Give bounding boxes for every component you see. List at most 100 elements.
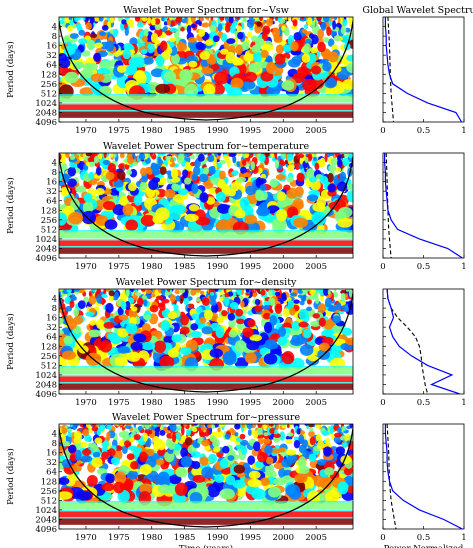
power-blob xyxy=(208,453,218,464)
power-blob xyxy=(143,299,148,307)
y-tick-label: 8 xyxy=(52,439,57,449)
power-blob xyxy=(79,87,95,97)
power-blob xyxy=(93,52,102,63)
power-blob xyxy=(225,51,236,64)
power-band xyxy=(59,240,353,247)
power-blob xyxy=(252,51,263,63)
power-blob xyxy=(154,18,161,25)
power-blob xyxy=(102,200,116,211)
power-blob xyxy=(85,311,95,317)
power-blob xyxy=(82,201,94,214)
power-blob xyxy=(287,300,295,310)
y-tick-label: 8 xyxy=(52,304,57,314)
power-blob xyxy=(340,289,347,295)
power-blob xyxy=(73,61,85,69)
power-blob xyxy=(289,289,292,293)
power-blob xyxy=(144,314,152,321)
wavelet-panel-4: Wavelet Power Spectrum for~pressure 48163… xyxy=(5,412,354,548)
power-blob xyxy=(216,203,231,214)
power-blob xyxy=(228,17,234,24)
power-blob xyxy=(290,41,299,52)
significance-line xyxy=(385,153,392,258)
x-tick-label: 2000 xyxy=(272,533,294,543)
y-tick-label: 32 xyxy=(46,458,57,468)
power-blob xyxy=(242,172,252,178)
power-blob xyxy=(191,182,199,194)
power-blob xyxy=(209,348,223,358)
power-blob xyxy=(151,177,161,183)
power-blob xyxy=(199,51,210,60)
power-blob xyxy=(99,339,113,353)
power-blob xyxy=(64,71,79,84)
power-blob xyxy=(274,159,280,169)
power-blob xyxy=(146,289,153,294)
power-blob xyxy=(203,153,208,156)
power-blob xyxy=(247,455,256,466)
power-blob xyxy=(89,320,98,326)
power-blob xyxy=(59,316,64,326)
power-band xyxy=(59,231,353,239)
power-blob xyxy=(63,335,73,345)
y-tick-label: 4 xyxy=(52,159,57,169)
power-blob xyxy=(59,19,64,25)
power-blob xyxy=(275,44,284,54)
global-x-tick-label: 1 xyxy=(461,533,466,543)
power-blob xyxy=(274,429,278,435)
power-blob xyxy=(270,153,275,158)
y-tick-label: 64 xyxy=(46,468,57,478)
power-blob xyxy=(169,37,176,43)
power-blob xyxy=(254,304,263,313)
power-blob xyxy=(154,340,167,353)
power-blob xyxy=(279,431,286,441)
power-blob xyxy=(94,437,103,445)
power-blob xyxy=(69,19,74,26)
power-blob xyxy=(232,479,246,489)
power-blob xyxy=(266,85,281,97)
power-blob xyxy=(275,174,286,181)
power-blob xyxy=(147,457,157,468)
power-blob xyxy=(88,329,101,338)
power-blob xyxy=(186,24,192,34)
power-blob xyxy=(114,291,119,300)
power-blob xyxy=(113,179,124,188)
power-blob xyxy=(96,289,101,295)
power-blob xyxy=(133,434,141,441)
power-blob xyxy=(191,173,198,181)
power-blob xyxy=(340,292,346,302)
power-blob xyxy=(161,17,165,22)
power-blob xyxy=(259,477,271,486)
power-blob xyxy=(342,157,350,167)
wavelet-power-map xyxy=(59,289,353,394)
y-tick-label: 16 xyxy=(46,178,57,188)
power-blob xyxy=(67,431,73,438)
power-blob xyxy=(265,463,275,476)
power-blob xyxy=(180,455,193,468)
power-blob xyxy=(225,475,236,486)
power-blob xyxy=(101,451,109,460)
power-blob xyxy=(122,49,132,60)
power-blob xyxy=(296,155,301,160)
power-blob xyxy=(282,308,290,317)
power-blob xyxy=(319,477,332,490)
power-blob xyxy=(257,437,265,445)
power-blob xyxy=(191,467,203,477)
power-blob xyxy=(306,168,315,179)
panel-title: Wavelet Power Spectrum for~pressure xyxy=(112,412,301,423)
x-tick-label: 1985 xyxy=(174,398,196,408)
power-blob xyxy=(244,352,257,364)
power-blob xyxy=(264,153,270,158)
power-blob xyxy=(101,482,115,492)
power-blob xyxy=(324,153,328,163)
power-blob xyxy=(246,192,258,204)
power-blob xyxy=(224,433,231,440)
x-tick-label: 1975 xyxy=(108,262,130,272)
power-blob xyxy=(92,424,96,428)
y-tick-label: 4 xyxy=(52,430,57,440)
power-blob xyxy=(300,17,305,20)
power-blob xyxy=(61,350,77,360)
global-spectrum-line xyxy=(384,424,463,529)
x-tick-label: 1980 xyxy=(141,126,163,136)
power-blob xyxy=(317,303,327,314)
power-blob xyxy=(298,465,310,474)
power-blob xyxy=(125,323,138,335)
